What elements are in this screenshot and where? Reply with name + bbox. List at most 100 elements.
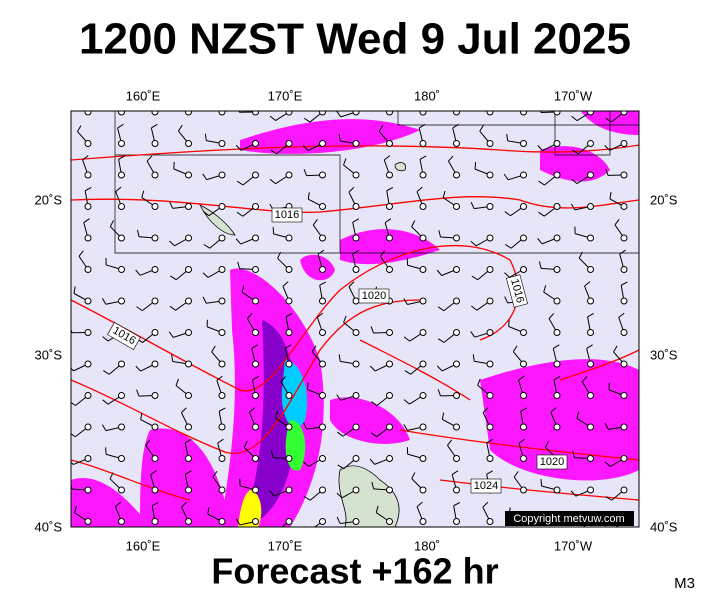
barb-staff bbox=[220, 111, 223, 113]
station bbox=[252, 171, 259, 179]
barb-flag bbox=[419, 155, 427, 160]
barb-flag bbox=[117, 123, 124, 129]
barb-flag bbox=[548, 313, 555, 319]
barb-flag bbox=[235, 144, 242, 151]
station bbox=[151, 234, 159, 242]
station bbox=[185, 203, 192, 210]
barb-flag bbox=[83, 218, 90, 223]
barb-flag bbox=[71, 401, 76, 406]
station bbox=[553, 392, 561, 399]
barb-flag bbox=[470, 202, 475, 209]
station bbox=[620, 203, 628, 210]
barb-flag bbox=[537, 238, 543, 245]
barb-flag bbox=[352, 249, 360, 255]
station bbox=[118, 423, 125, 431]
barb-flag bbox=[511, 95, 514, 102]
station bbox=[386, 329, 393, 336]
station bbox=[352, 140, 360, 147]
barb-flag bbox=[371, 481, 375, 489]
barb-flag bbox=[384, 218, 392, 224]
station bbox=[520, 171, 527, 179]
barb-flag bbox=[436, 365, 443, 372]
station bbox=[553, 140, 561, 147]
barb-flag bbox=[101, 297, 107, 305]
barb-flag bbox=[403, 336, 410, 342]
station bbox=[620, 234, 628, 242]
isobar-labels: 1016 1020 1016 1016 1020 1024 bbox=[107, 207, 568, 494]
station bbox=[185, 266, 192, 273]
barb-staff bbox=[187, 111, 189, 113]
barb-flag bbox=[453, 502, 461, 507]
station bbox=[151, 171, 159, 179]
station bbox=[151, 455, 159, 462]
station bbox=[620, 266, 628, 273]
barb-flag bbox=[587, 312, 594, 318]
barb-flag bbox=[269, 178, 276, 185]
station bbox=[486, 111, 494, 116]
station bbox=[84, 392, 92, 399]
barb-flag bbox=[74, 505, 77, 513]
station bbox=[118, 360, 125, 368]
barb-flag bbox=[337, 464, 344, 470]
station bbox=[419, 360, 427, 368]
barb-flag bbox=[212, 470, 218, 478]
barb-flag bbox=[482, 407, 489, 413]
station bbox=[386, 423, 393, 431]
station bbox=[453, 423, 460, 431]
barb-flag bbox=[618, 312, 625, 318]
station bbox=[151, 392, 159, 399]
station bbox=[587, 266, 594, 273]
barb-flag bbox=[277, 251, 282, 259]
barb-flag bbox=[319, 281, 327, 286]
isobar-label: 1020 bbox=[358, 288, 390, 304]
barb-flag bbox=[348, 186, 355, 193]
barb-flag bbox=[452, 123, 459, 129]
station bbox=[319, 329, 326, 336]
barb-flag bbox=[151, 123, 158, 129]
barb-flag bbox=[538, 261, 542, 269]
station bbox=[285, 234, 293, 242]
station bbox=[252, 297, 259, 305]
barb-flag bbox=[570, 490, 577, 497]
station bbox=[84, 423, 92, 431]
barb-flag bbox=[578, 251, 583, 259]
station bbox=[453, 266, 460, 273]
barb-flag bbox=[181, 407, 187, 414]
barb-flag bbox=[203, 244, 210, 249]
barb-flag bbox=[73, 286, 76, 294]
barb-flag bbox=[317, 249, 325, 255]
station bbox=[386, 486, 393, 494]
station bbox=[587, 486, 594, 494]
barb-flag bbox=[338, 354, 341, 362]
barb-flag bbox=[571, 178, 578, 184]
label-box bbox=[536, 454, 568, 470]
barb-flag bbox=[378, 125, 384, 132]
barb-flag bbox=[270, 149, 278, 155]
barb-flag bbox=[280, 376, 286, 383]
station bbox=[118, 140, 125, 147]
barb-flag bbox=[538, 211, 545, 217]
station bbox=[285, 455, 293, 462]
station bbox=[185, 392, 192, 399]
station bbox=[587, 392, 594, 399]
barb-flag bbox=[513, 471, 519, 478]
barb-flag bbox=[586, 344, 593, 349]
station bbox=[620, 111, 628, 116]
barb-flag bbox=[235, 238, 242, 245]
station bbox=[520, 140, 527, 147]
barb-flag bbox=[270, 526, 272, 527]
station bbox=[84, 455, 92, 462]
station bbox=[218, 392, 226, 399]
station bbox=[185, 111, 192, 116]
station bbox=[553, 297, 561, 305]
station bbox=[486, 171, 494, 179]
label-box bbox=[470, 478, 502, 494]
lat-label: 30˚S bbox=[35, 347, 63, 362]
barb-flag bbox=[284, 344, 292, 349]
station bbox=[185, 297, 192, 305]
station bbox=[218, 234, 226, 242]
barb-flag bbox=[538, 180, 545, 186]
barb-flag bbox=[482, 501, 489, 508]
station bbox=[185, 329, 192, 336]
barb-flag bbox=[115, 501, 122, 508]
